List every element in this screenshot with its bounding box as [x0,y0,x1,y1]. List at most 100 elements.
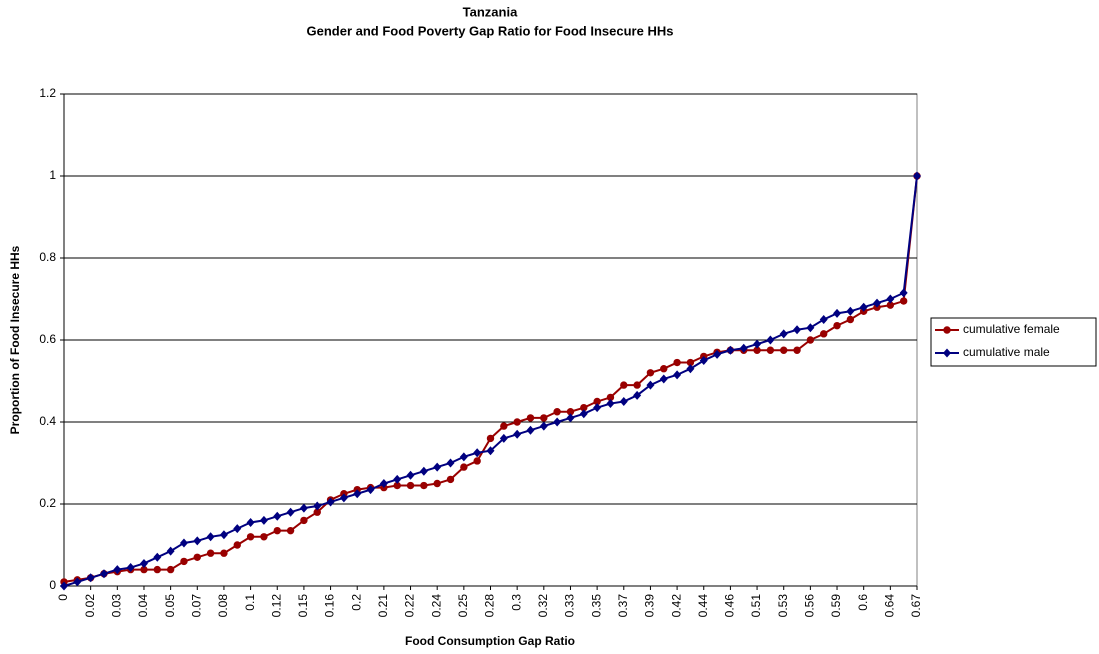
y-tick-label: 0.6 [39,332,56,346]
data-point [620,381,628,389]
data-point [259,515,268,525]
data-point [153,552,162,562]
x-tick-label: 0.08 [216,594,230,618]
data-point [193,536,202,546]
x-tick-label: 0.03 [109,594,123,618]
data-point [606,399,615,409]
data-point [833,308,842,318]
data-point [473,457,481,465]
legend-marker [943,326,951,334]
data-point [686,358,695,367]
data-point [593,397,601,406]
data-point [366,485,375,495]
data-point [886,294,895,304]
y-tick-label: 1.2 [39,86,56,100]
x-tick-label: 0.51 [749,594,763,618]
data-point [726,345,735,355]
data-point [139,558,148,568]
y-axis-title: Proportion of Food Insecure HHs [8,245,22,434]
legend-label: cumulative male [963,345,1050,359]
data-point [580,403,588,412]
series-line [63,175,918,587]
data-point [273,526,281,535]
x-tick-label: 0.37 [616,594,630,618]
data-point [433,462,442,472]
data-point [699,356,708,365]
data-point [126,563,135,573]
data-point [219,530,228,540]
x-tick-label: 0.15 [296,594,310,618]
data-point [886,301,895,309]
data-point [513,418,521,426]
data-point [579,409,588,419]
x-tick-label: 0.32 [536,594,550,618]
data-point [459,452,468,462]
x-tick-label: 0.6 [856,594,870,611]
data-point [646,380,655,390]
data-point [766,346,775,354]
data-point [273,511,282,521]
data-point [420,481,428,490]
data-point [473,448,482,458]
data-point [753,346,761,354]
data-point [460,463,468,471]
data-point [633,381,641,389]
data-point [846,315,855,324]
data-point [659,374,668,384]
data-point [446,458,455,468]
data-point [833,321,841,330]
x-axis-title: Food Consumption Gap Ratio [405,634,575,648]
data-point [86,573,95,583]
x-tick-label: 0.21 [376,594,390,618]
data-point [313,508,321,516]
data-point [673,358,681,367]
data-point [486,434,495,443]
data-point [899,297,908,305]
data-point [326,497,335,507]
data-point [233,524,242,534]
data-point [686,364,695,374]
data-point [433,479,441,488]
data-point [793,346,801,354]
x-tick-label: 0.67 [909,594,923,618]
x-tick-label: 0.04 [136,594,150,618]
chart-title: Tanzania [463,4,518,19]
data-point [419,466,428,476]
series-line [63,175,918,583]
data-point [379,479,388,488]
data-point [673,370,682,380]
data-point [300,516,308,525]
x-tick-label: 0.02 [83,594,97,618]
data-point [513,429,522,439]
data-point [873,298,882,308]
data-point [646,369,655,377]
x-tick-label: 0.28 [483,594,497,618]
x-tick-label: 0.1 [243,594,257,611]
data-point [246,517,255,527]
data-point [393,481,401,490]
data-point [806,323,815,333]
data-point [180,557,188,566]
data-point [819,315,828,324]
data-point [486,446,495,456]
data-point [246,533,255,541]
data-point [500,422,508,430]
data-point [606,393,615,402]
data-point [899,288,908,298]
x-tick-label: 0.56 [803,594,817,618]
x-tick-label: 0.3 [509,594,523,611]
data-point [393,474,402,484]
data-point [766,335,775,345]
x-tick-label: 0 [56,594,70,601]
data-point [60,581,68,591]
x-tick-label: 0.64 [883,594,897,618]
data-point [540,414,548,422]
data-point [593,403,602,413]
data-point [140,565,148,574]
data-point [753,339,762,349]
x-tick-label: 0.07 [189,594,203,618]
data-point [739,343,748,353]
data-point [713,349,722,359]
x-tick-label: 0.42 [669,594,683,618]
